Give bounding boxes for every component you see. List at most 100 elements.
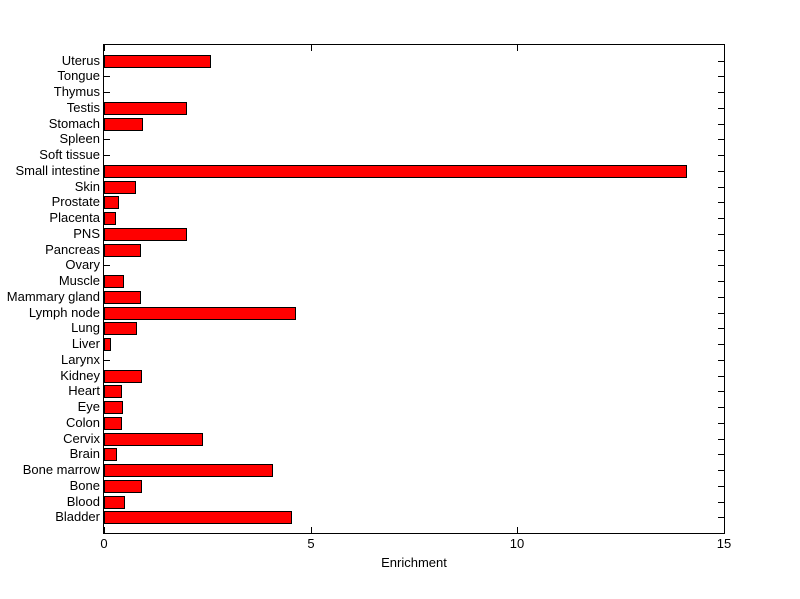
y-tick-right	[718, 313, 724, 314]
bar-cervix	[104, 433, 203, 446]
bar-placenta	[104, 212, 116, 225]
y-tick-label: Small intestine	[15, 163, 100, 178]
bar-eye	[104, 401, 123, 414]
bar-lymph-node	[104, 307, 296, 320]
y-tick-label: Larynx	[60, 352, 100, 367]
y-tick-right	[718, 502, 724, 503]
y-tick-right	[718, 344, 724, 345]
bar-testis	[104, 102, 187, 115]
y-tick-right	[718, 423, 724, 424]
y-tick-label: Liver	[71, 336, 100, 351]
y-tick-label: Mammary gland	[6, 289, 100, 304]
bar-skin	[104, 181, 136, 194]
y-tick-label: Uterus	[61, 53, 100, 68]
x-tick-bottom	[311, 527, 312, 533]
y-tick-right	[718, 265, 724, 266]
x-tick-bottom	[724, 527, 725, 533]
y-tick-label: Prostate	[51, 194, 100, 209]
bar-lung	[104, 322, 137, 335]
bar-liver	[104, 338, 111, 351]
y-tick-label: Bladder	[55, 509, 100, 524]
y-tick-right	[718, 76, 724, 77]
bar-heart	[104, 385, 122, 398]
y-tick-right	[718, 391, 724, 392]
y-tick-label: Bone	[69, 478, 100, 493]
y-tick-right	[718, 454, 724, 455]
bar-pancreas	[104, 244, 141, 257]
bar-brain	[104, 448, 117, 461]
bar-prostate	[104, 196, 119, 209]
y-tick-right	[718, 171, 724, 172]
y-tick-right	[718, 61, 724, 62]
x-tick-top	[724, 45, 725, 51]
y-tick-label: Pancreas	[45, 242, 100, 257]
y-tick-right	[718, 187, 724, 188]
x-tick-top	[517, 45, 518, 51]
y-tick-right	[718, 124, 724, 125]
y-tick-label: Soft tissue	[39, 147, 100, 162]
y-tick-right	[718, 218, 724, 219]
y-tick-right	[718, 281, 724, 282]
y-tick-label: Lung	[71, 320, 100, 335]
x-tick-label: 15	[716, 536, 732, 551]
y-axis-tick-labels: Uterus Tongue Thymus Testis Stomach Spleen Sof…	[0, 45, 100, 533]
y-tick-label: Tongue	[57, 68, 100, 83]
y-tick-left	[104, 139, 110, 140]
y-tick-right	[718, 234, 724, 235]
x-tick-bottom	[104, 527, 105, 533]
y-tick-right	[718, 108, 724, 109]
x-axis-title: Enrichment	[381, 555, 447, 570]
bar-blood	[104, 496, 125, 509]
y-tick-right	[718, 376, 724, 377]
bar-kidney	[104, 370, 142, 383]
plot-area	[103, 44, 725, 534]
y-tick-right	[718, 517, 724, 518]
y-tick-right	[718, 250, 724, 251]
y-tick-right	[718, 202, 724, 203]
y-tick-right	[718, 297, 724, 298]
y-tick-label: Ovary	[65, 257, 100, 272]
x-tick-label: 0	[100, 536, 108, 551]
y-tick-left	[104, 360, 110, 361]
y-tick-label: Muscle	[58, 273, 100, 288]
bar-mammary-gland	[104, 291, 141, 304]
y-tick-right	[718, 139, 724, 140]
x-tick-bottom	[517, 527, 518, 533]
x-tick-label: 10	[509, 536, 525, 551]
x-axis-tick-labels: 0 5 10 15	[0, 536, 800, 552]
y-tick-label: Placenta	[49, 210, 100, 225]
bar-uterus	[104, 55, 211, 68]
y-tick-right	[718, 155, 724, 156]
y-tick-label: Spleen	[59, 131, 100, 146]
bar-pns	[104, 228, 187, 241]
y-tick-right	[718, 92, 724, 93]
y-tick-label: Thymus	[53, 84, 100, 99]
y-tick-label: PNS	[73, 226, 100, 241]
bar-muscle	[104, 275, 124, 288]
bar-small-intestine	[104, 165, 687, 178]
y-tick-label: Cervix	[63, 431, 100, 446]
y-tick-label: Lymph node	[28, 305, 100, 320]
bar-bone	[104, 480, 142, 493]
y-tick-left	[104, 265, 110, 266]
y-tick-label: Eye	[77, 399, 100, 414]
x-tick-top	[104, 45, 105, 51]
y-tick-label: Heart	[68, 383, 100, 398]
y-tick-right	[718, 486, 724, 487]
bar-colon	[104, 417, 122, 430]
y-tick-label: Blood	[66, 494, 100, 509]
bar-stomach	[104, 118, 143, 131]
bar-bone-marrow	[104, 464, 273, 477]
y-tick-right	[718, 407, 724, 408]
y-tick-left	[104, 155, 110, 156]
y-tick-left	[104, 76, 110, 77]
y-tick-label: Colon	[66, 415, 100, 430]
y-tick-label: Testis	[66, 100, 100, 115]
y-tick-label: Skin	[74, 179, 100, 194]
y-tick-label: Stomach	[48, 116, 100, 131]
x-tick-label: 5	[307, 536, 315, 551]
y-tick-right	[718, 439, 724, 440]
y-tick-left	[104, 92, 110, 93]
x-tick-top	[311, 45, 312, 51]
